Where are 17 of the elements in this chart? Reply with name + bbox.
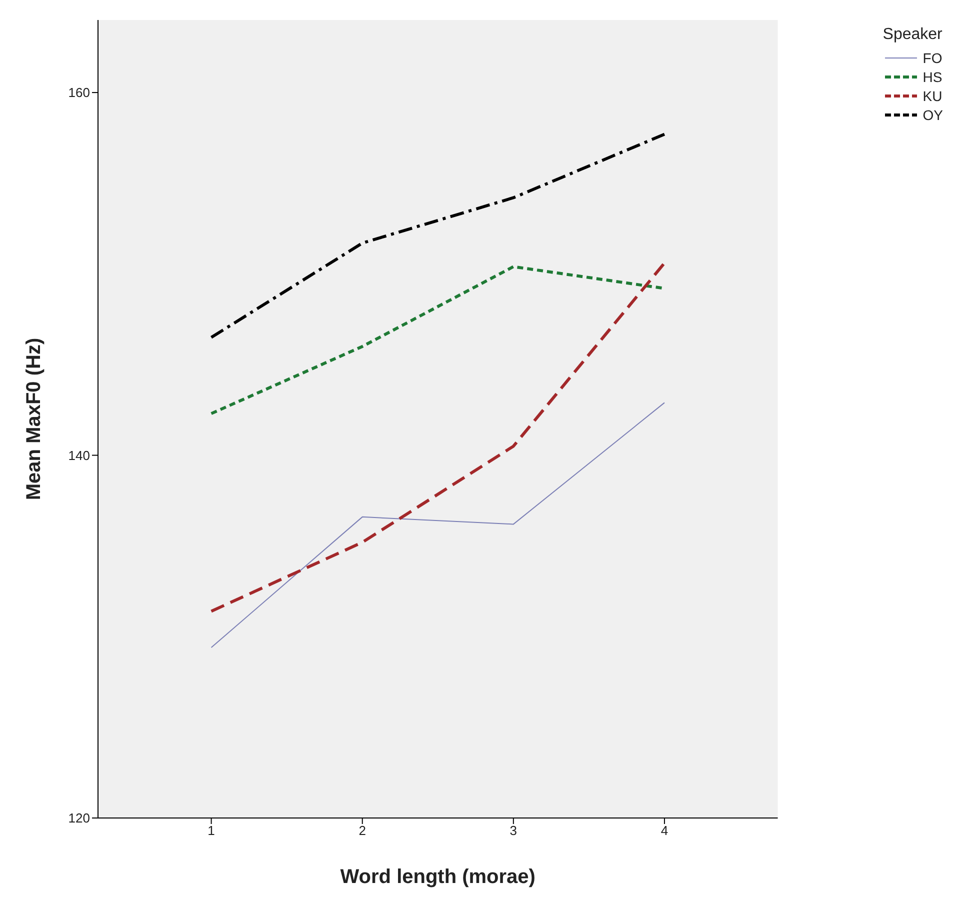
legend-title: Speaker: [882, 26, 943, 44]
line-series: [210, 402, 665, 648]
x-axis-title: Word length (morae): [340, 866, 536, 888]
y-tick-label: 120: [68, 810, 90, 826]
legend-label: HS: [922, 69, 942, 85]
y-axis-title: Mean MaxF0 (Hz): [23, 338, 46, 500]
x-tick-label: 4: [660, 823, 668, 838]
x-tick-label: 3: [510, 823, 518, 838]
line-series: [210, 132, 666, 339]
y-tick-label: 140: [68, 448, 90, 463]
legend-label: KU: [922, 88, 942, 104]
x-tick-label: 2: [358, 823, 366, 838]
x-tick-label: 1: [208, 823, 215, 838]
legend-label: OY: [922, 107, 943, 123]
legend-label: FO: [922, 50, 942, 66]
y-tick-label: 160: [68, 85, 90, 100]
line-series: [210, 262, 666, 613]
